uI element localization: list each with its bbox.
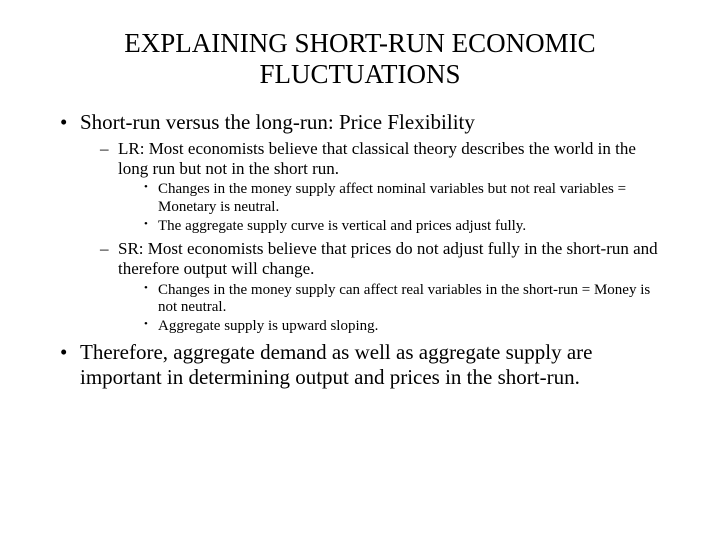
slide-container: EXPLAINING SHORT-RUN ECONOMIC FLUCTUATIO… <box>0 0 720 414</box>
bullet-list-level1: Short-run versus the long-run: Price Fle… <box>56 110 664 390</box>
bullet-list-level3: Changes in the money supply affect nomin… <box>118 181 664 235</box>
bullet-list-level2: LR: Most economists believe that classic… <box>80 139 664 335</box>
list-item: Changes in the money supply can affect r… <box>142 282 664 317</box>
bullet-text: Changes in the money supply affect nomin… <box>158 181 626 215</box>
bullet-text: The aggregate supply curve is vertical a… <box>158 218 526 234</box>
list-item: Therefore, aggregate demand as well as a… <box>56 340 664 390</box>
bullet-list-level3: Changes in the money supply can affect r… <box>118 282 664 336</box>
list-item: Aggregate supply is upward sloping. <box>142 318 664 336</box>
list-item: The aggregate supply curve is vertical a… <box>142 218 664 236</box>
bullet-text: Changes in the money supply can affect r… <box>158 282 650 316</box>
bullet-text: Aggregate supply is upward sloping. <box>158 318 378 334</box>
slide-title: EXPLAINING SHORT-RUN ECONOMIC FLUCTUATIO… <box>56 28 664 90</box>
bullet-text: LR: Most economists believe that classic… <box>118 139 636 178</box>
list-item: Changes in the money supply affect nomin… <box>142 181 664 216</box>
bullet-text: SR: Most economists believe that prices … <box>118 239 658 278</box>
list-item: Short-run versus the long-run: Price Fle… <box>56 110 664 336</box>
list-item: LR: Most economists believe that classic… <box>100 139 664 235</box>
list-item: SR: Most economists believe that prices … <box>100 239 664 335</box>
bullet-text: Short-run versus the long-run: Price Fle… <box>80 110 475 134</box>
bullet-text: Therefore, aggregate demand as well as a… <box>80 340 593 389</box>
